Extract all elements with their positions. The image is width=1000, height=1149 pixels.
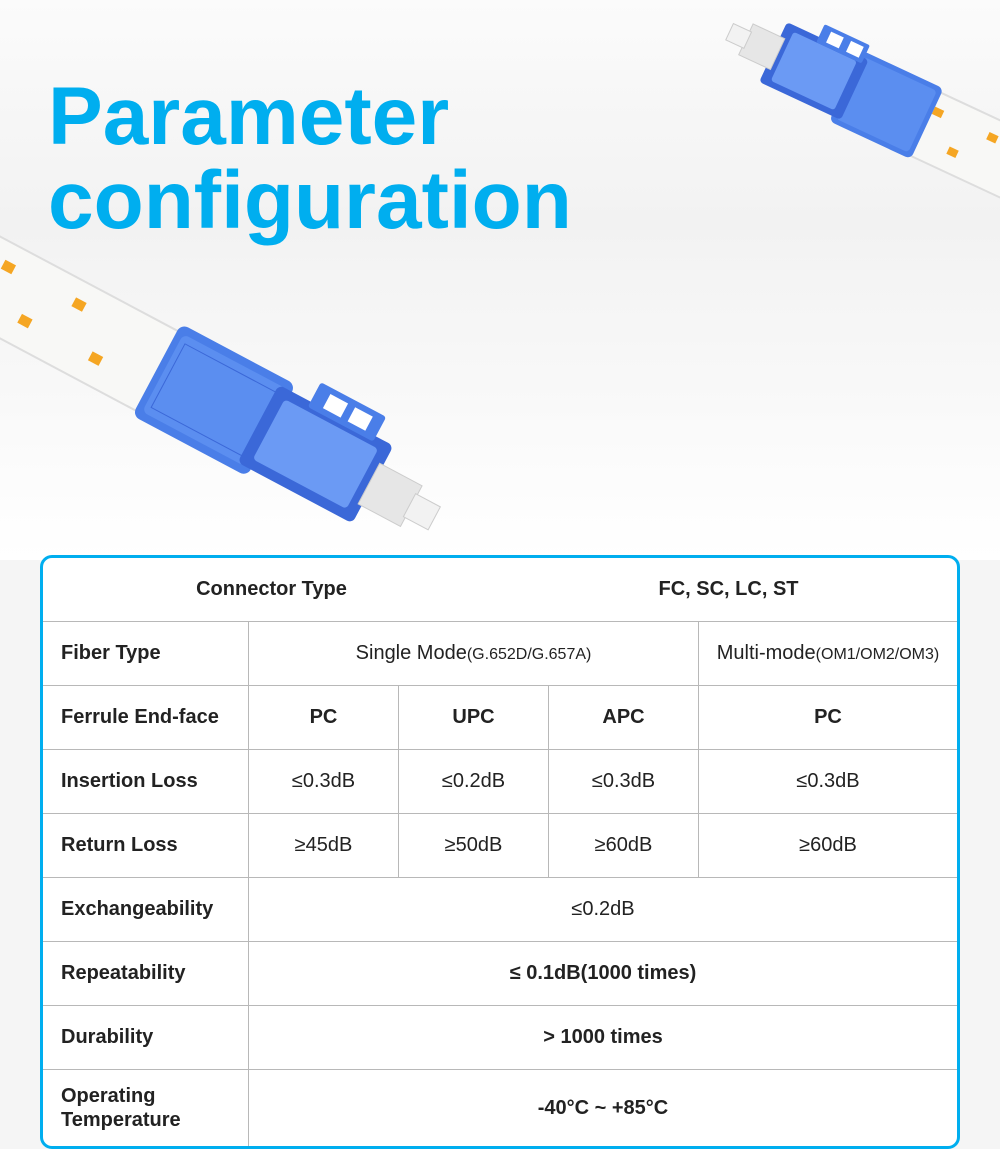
hero-section: Parameter configuration — [0, 0, 1000, 560]
row-insertion-loss: Insertion Loss ≤0.3dB ≤0.2dB ≤0.3dB ≤0.3… — [43, 750, 957, 814]
header-right-text: FC, SC, LC, ST — [659, 578, 799, 601]
operating-temp-value: -40°C ~ +85°C — [249, 1070, 957, 1146]
connector-upper-icon — [640, 0, 1000, 240]
insertion-loss-2: ≤0.3dB — [549, 750, 699, 813]
return-loss-1: ≥50dB — [399, 814, 549, 877]
parameters-table: Connector Type FC, SC, LC, ST Fiber Type… — [40, 555, 960, 1149]
ferrule-col-2: APC — [549, 686, 699, 749]
row-ferrule: Ferrule End-face PC UPC APC PC — [43, 686, 957, 750]
fiber-type-label: Fiber Type — [43, 622, 249, 685]
row-connector-type: Connector Type FC, SC, LC, ST — [43, 558, 957, 622]
return-loss-label: Return Loss — [43, 814, 249, 877]
header-left-text: Connector Type — [196, 578, 347, 601]
ferrule-label: Ferrule End-face — [43, 686, 249, 749]
fiber-type-multi: Multi-mode(OM1/OM2/OM3) — [699, 622, 957, 685]
exchangeability-label: Exchangeability — [43, 878, 249, 941]
operating-temp-label: Operating Temperature — [43, 1070, 249, 1146]
row-operating-temp: Operating Temperature -40°C ~ +85°C — [43, 1070, 957, 1146]
return-loss-2: ≥60dB — [549, 814, 699, 877]
durability-label: Durability — [43, 1006, 249, 1069]
fiber-type-single: Single Mode(G.652D/G.657A) — [249, 622, 699, 685]
repeatability-label: Repeatability — [43, 942, 249, 1005]
row-return-loss: Return Loss ≥45dB ≥50dB ≥60dB ≥60dB — [43, 814, 957, 878]
exchangeability-value: ≤0.2dB — [249, 878, 957, 941]
single-mode-sub: (G.652D/G.657A) — [467, 646, 592, 663]
ferrule-col-1: UPC — [399, 686, 549, 749]
repeatability-value: ≤ 0.1dB(1000 times) — [249, 942, 957, 1005]
row-fiber-type: Fiber Type Single Mode(G.652D/G.657A) Mu… — [43, 622, 957, 686]
ferrule-col-3: PC — [699, 686, 957, 749]
multi-mode-sub: (OM1/OM2/OM3) — [816, 646, 940, 663]
page-title: Parameter configuration — [48, 75, 572, 242]
insertion-loss-label: Insertion Loss — [43, 750, 249, 813]
insertion-loss-3: ≤0.3dB — [699, 750, 957, 813]
durability-value: > 1000 times — [249, 1006, 957, 1069]
return-loss-3: ≥60dB — [699, 814, 957, 877]
row-exchangeability: Exchangeability ≤0.2dB — [43, 878, 957, 942]
title-line2: configuration — [48, 159, 572, 243]
header-connector-type-label: Connector Type — [43, 558, 500, 621]
title-line1: Parameter — [48, 75, 572, 159]
operating-temp-label-text: Operating Temperature — [61, 1084, 242, 1132]
row-durability: Durability > 1000 times — [43, 1006, 957, 1070]
insertion-loss-0: ≤0.3dB — [249, 750, 399, 813]
single-mode-text: Single Mode — [356, 642, 467, 664]
ferrule-col-0: PC — [249, 686, 399, 749]
insertion-loss-1: ≤0.2dB — [399, 750, 549, 813]
return-loss-0: ≥45dB — [249, 814, 399, 877]
header-connector-type-value: FC, SC, LC, ST — [500, 558, 957, 621]
row-repeatability: Repeatability ≤ 0.1dB(1000 times) — [43, 942, 957, 1006]
multi-mode-text: Multi-mode — [717, 642, 816, 664]
